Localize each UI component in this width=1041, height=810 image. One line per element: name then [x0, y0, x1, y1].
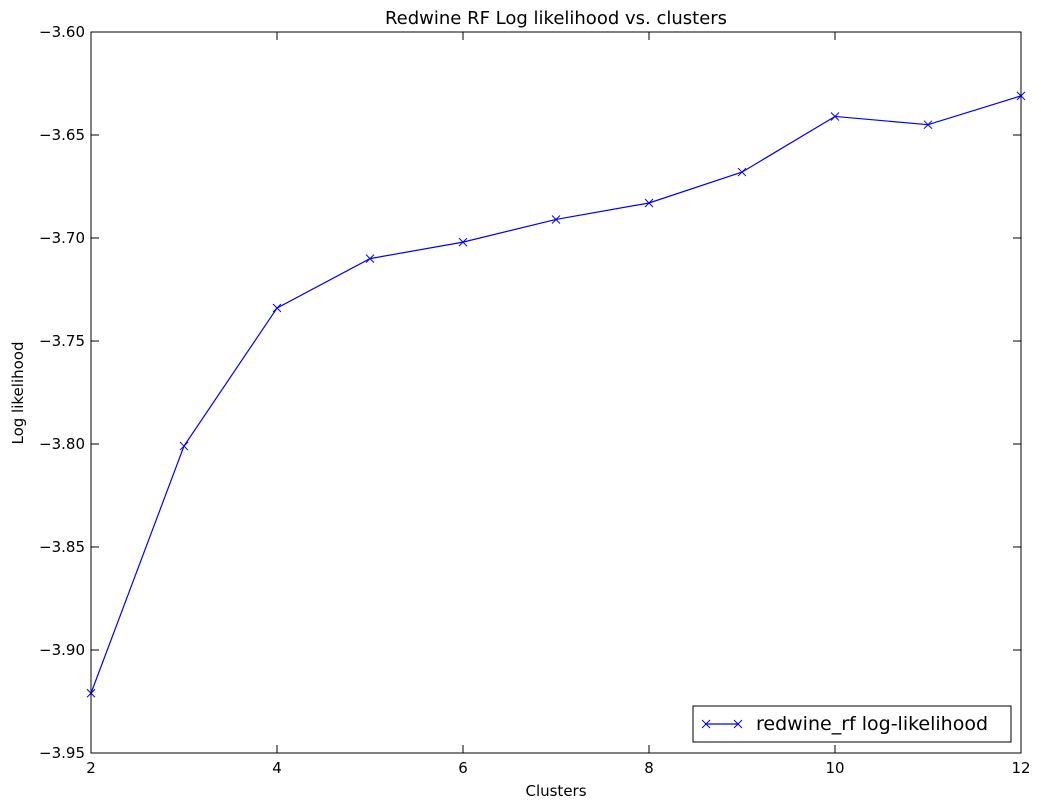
data-point-0-8 [830, 112, 840, 121]
axis-ticks: 2 4 6 8 10 12 −3.95 −3.90 −3.85 −3.80 −3.75 −3.70 −3… [39, 23, 1031, 777]
y-tick-label-1: −3.90 [39, 641, 85, 659]
y-tick-label-7: −3.60 [39, 23, 85, 41]
data-point-0-2 [272, 303, 282, 313]
x-axis-label: Clusters [525, 782, 586, 800]
y-tick-label-4: −3.75 [39, 332, 85, 350]
data-point-0-6 [644, 198, 654, 208]
data-point-0-5 [551, 215, 561, 224]
legend-box [692, 705, 1012, 743]
x-tick-label-5: 12 [1011, 759, 1030, 777]
y-tick-label-2: −3.85 [39, 538, 85, 556]
x-tick-label-1: 4 [272, 759, 282, 777]
series-layer [86, 91, 1026, 698]
data-point-0-7 [737, 167, 747, 177]
data-point-0-1 [179, 441, 189, 451]
plot-frame [90, 31, 1022, 754]
legend: redwine_rf log-likelihood [692, 705, 1012, 743]
legend-marker-0 [701, 719, 711, 729]
x-tick-label-0: 2 [86, 759, 96, 777]
x-tick-label-3: 8 [644, 759, 654, 777]
data-point-0-4 [458, 237, 468, 247]
x-tick-label-4: 10 [825, 759, 844, 777]
legend-marker-1 [733, 719, 743, 729]
data-point-0-3 [365, 254, 375, 263]
chart-title: Redwine RF Log likelihood vs. clusters [385, 8, 727, 29]
series-line-0 [90, 95, 1022, 694]
x-tick-label-2: 6 [458, 759, 468, 777]
y-tick-label-0: −3.95 [39, 744, 85, 762]
legend-label: redwine_rf log-likelihood [756, 713, 988, 735]
y-tick-label-5: −3.70 [39, 229, 85, 247]
y-axis-label: Log likelihood [9, 342, 27, 445]
y-tick-label-6: −3.65 [39, 126, 85, 144]
y-tick-label-3: −3.80 [39, 435, 85, 453]
data-point-0-9 [923, 120, 933, 130]
